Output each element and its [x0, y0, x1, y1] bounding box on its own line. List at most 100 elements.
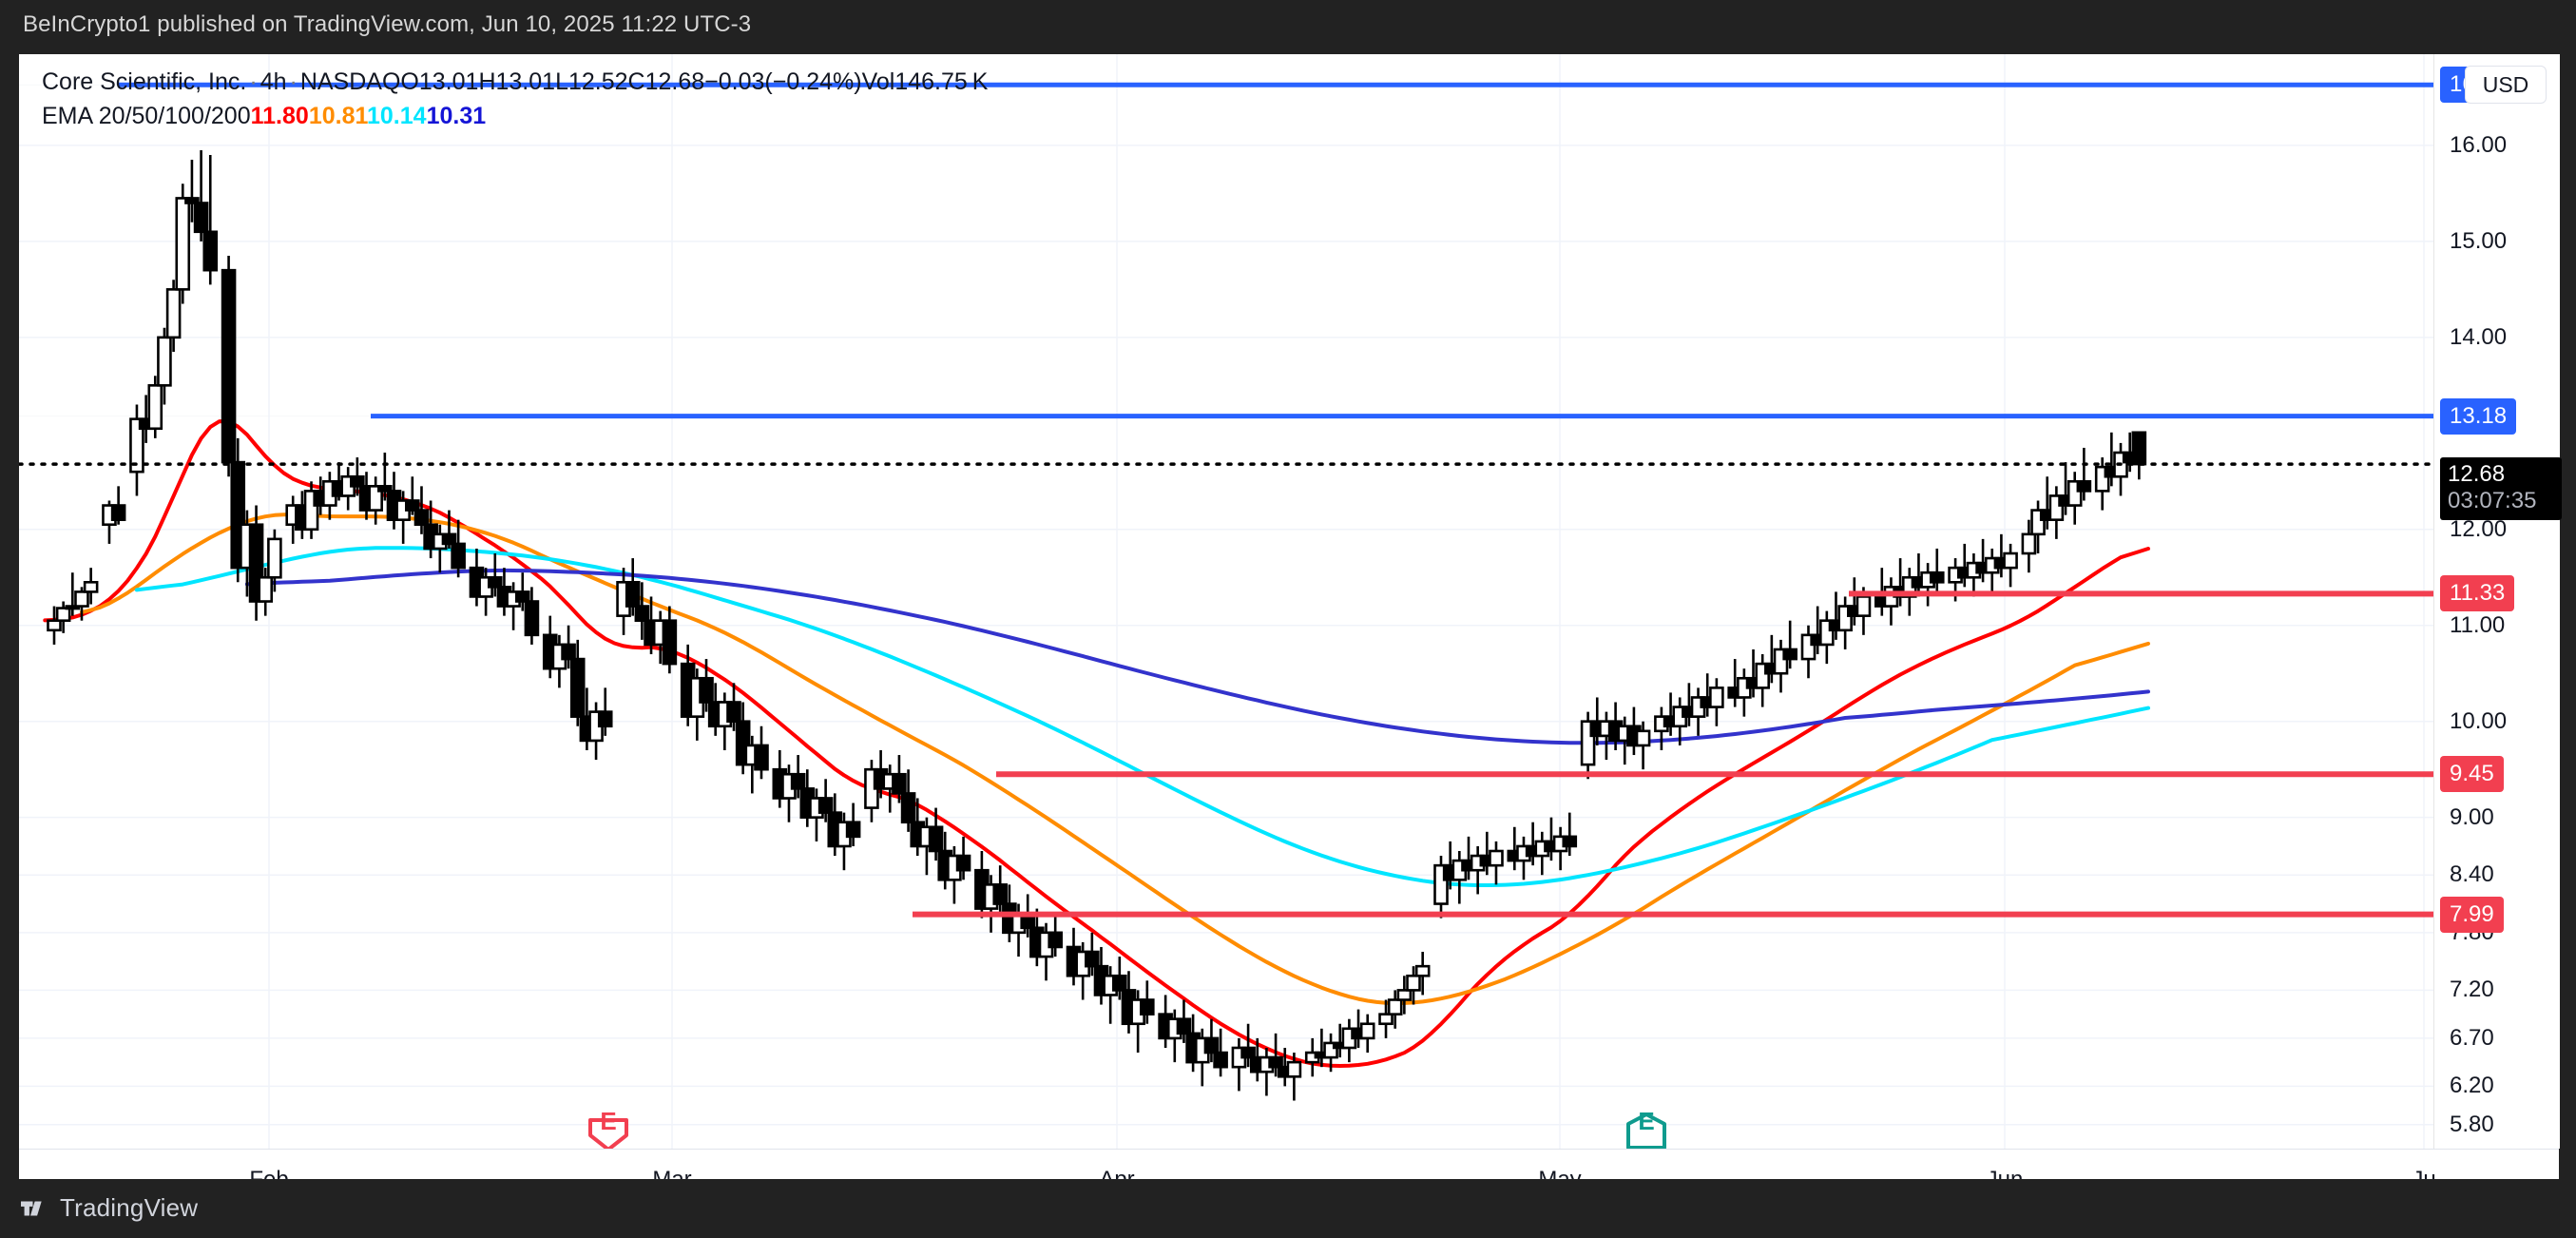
legend-ema-label[interactable]: EMA 20/50/100/200 — [42, 103, 251, 129]
price-level-tag[interactable]: 9.45 — [2440, 756, 2504, 793]
candle-body-up — [1406, 974, 1421, 992]
legend-ema50-value: 10.81 — [308, 103, 367, 129]
price-axis-tick: 14.00 — [2450, 323, 2508, 350]
candle-body-down — [514, 590, 530, 603]
candle-body-up — [129, 417, 144, 474]
price-axis-tick: 6.20 — [2450, 1073, 2494, 1099]
price-level-tag[interactable]: 7.99 — [2440, 896, 2504, 933]
attribution-text: BeInCrypto1 published on TradingView.com… — [23, 11, 752, 37]
price-axis-tick: 11.00 — [2450, 611, 2506, 638]
candle-body-down — [1929, 571, 1945, 584]
candle-body-up — [1635, 729, 1651, 747]
legend-volume: Vol146.75 K — [861, 68, 989, 95]
legend-ema20-value: 11.80 — [250, 103, 309, 129]
candle-body-down — [1203, 1036, 1220, 1054]
price-axis-tick: 15.00 — [2450, 227, 2508, 254]
candle-body-down — [193, 202, 209, 234]
legend-change: −0.03 — [704, 68, 765, 95]
candle-body-up — [74, 590, 89, 608]
candle-body-down — [1562, 835, 1578, 848]
candle-body-up — [1855, 595, 1872, 617]
earnings-marker-label: E — [1638, 1107, 1654, 1135]
price-axis-tick: 16.00 — [2450, 131, 2508, 158]
candle-body-up — [157, 336, 172, 387]
price-level-tag[interactable]: 13.18 — [2440, 397, 2517, 435]
tradingview-logo-icon — [21, 1201, 42, 1215]
legend-sep-1: · — [249, 68, 258, 95]
currency-badge[interactable]: USD — [2465, 66, 2547, 104]
legend-ema100-value: 10.14 — [367, 103, 427, 129]
candle-body-up — [55, 607, 71, 622]
candle-body-up — [2003, 551, 2018, 570]
candle-body-up — [2021, 532, 2037, 555]
last-price-countdown: 03:07:35 — [2448, 488, 2537, 514]
earnings-marker-shape — [1626, 1112, 1666, 1149]
price-axis-tick: 6.70 — [2450, 1024, 2494, 1051]
candle-body-down — [1085, 950, 1100, 968]
candle-body-up — [1378, 1013, 1394, 1026]
tradingview-brand[interactable]: TradingView — [21, 1193, 198, 1223]
candle-body-down — [524, 600, 540, 637]
candle-body-down — [845, 821, 861, 839]
candle-body-down — [790, 772, 806, 790]
candle-body-down — [699, 676, 714, 704]
legend-ohlc-row: Core Scientific, Inc. · 4h · NASDAQO13.01H13… — [42, 66, 988, 98]
candle-body-down — [413, 509, 430, 527]
candle-body-up — [1387, 998, 1403, 1016]
price-axis-tick: 12.00 — [2450, 515, 2508, 542]
legend-ema200-value: 10.31 — [426, 103, 487, 129]
price-axis-tick: 8.40 — [2450, 861, 2494, 888]
price-level-tag[interactable]: 11.33 — [2440, 575, 2515, 612]
candle-body-down — [634, 605, 650, 622]
candle-body-down — [900, 792, 916, 824]
candle-body-down — [1048, 931, 1063, 949]
candle-body-down — [561, 643, 576, 661]
candle-body-up — [147, 384, 163, 431]
price-axis-tick: 10.00 — [2450, 707, 2508, 734]
candle-body-down — [662, 619, 678, 666]
candle-body-down — [2131, 431, 2147, 466]
earnings-marker-shape — [588, 1118, 628, 1149]
price-axis[interactable]: USD 16.00 15.00 14.00 12.00 11.00 10.00 9.00 8.… — [2433, 54, 2562, 1149]
candle-body-up — [258, 575, 274, 603]
candle-body-up — [175, 197, 191, 291]
legend-interval[interactable]: 4h — [260, 68, 287, 95]
candle-body-down — [110, 504, 126, 521]
candle-body-down — [1213, 1051, 1228, 1069]
candle-body-down — [441, 532, 457, 546]
candle-body-down — [569, 657, 586, 718]
legend-symbol[interactable]: Core Scientific, Inc. — [42, 68, 247, 95]
chart-legend: Core Scientific, Inc. · 4h · NASDAQO13.01H13… — [42, 66, 988, 132]
earnings-marker[interactable]: E — [588, 1107, 628, 1149]
candle-body-down — [377, 485, 393, 493]
legend-ema-row: EMA 20/50/100/20011.8010.8110.1410.31 — [42, 100, 988, 132]
earnings-marker[interactable]: E — [1626, 1107, 1666, 1149]
brand-bar: TradingView — [0, 1179, 2576, 1238]
candle-body-down — [754, 744, 769, 771]
candle-body-up — [1359, 1022, 1375, 1040]
candle-body-down — [1176, 1017, 1192, 1035]
last-price-value: 12.68 — [2448, 461, 2506, 488]
candle-body-down — [184, 197, 200, 204]
price-axis-tick: 9.00 — [2450, 803, 2494, 830]
attribution-bar: BeInCrypto1 published on TradingView.com… — [0, 0, 2576, 54]
candle-body-up — [47, 619, 62, 632]
legend-sep-2: · — [289, 68, 298, 95]
candle-body-down — [726, 701, 741, 724]
legend-change-pct: (−0.24%) — [764, 68, 862, 95]
legend-close: C12.68 — [627, 68, 705, 95]
earnings-marker-label: E — [600, 1107, 616, 1135]
candle-body-up — [1396, 989, 1413, 1001]
candle-body-up — [165, 288, 182, 339]
price-axis-tick: 7.20 — [2450, 977, 2494, 1003]
price-axis-tick: 5.80 — [2450, 1111, 2494, 1137]
candle-body-down — [487, 575, 503, 589]
candle-body-up — [267, 537, 282, 579]
candle-body-down — [928, 825, 944, 853]
candle-body-down — [597, 710, 613, 728]
candle-body-down — [202, 230, 219, 272]
candle-body-down — [1782, 648, 1797, 661]
